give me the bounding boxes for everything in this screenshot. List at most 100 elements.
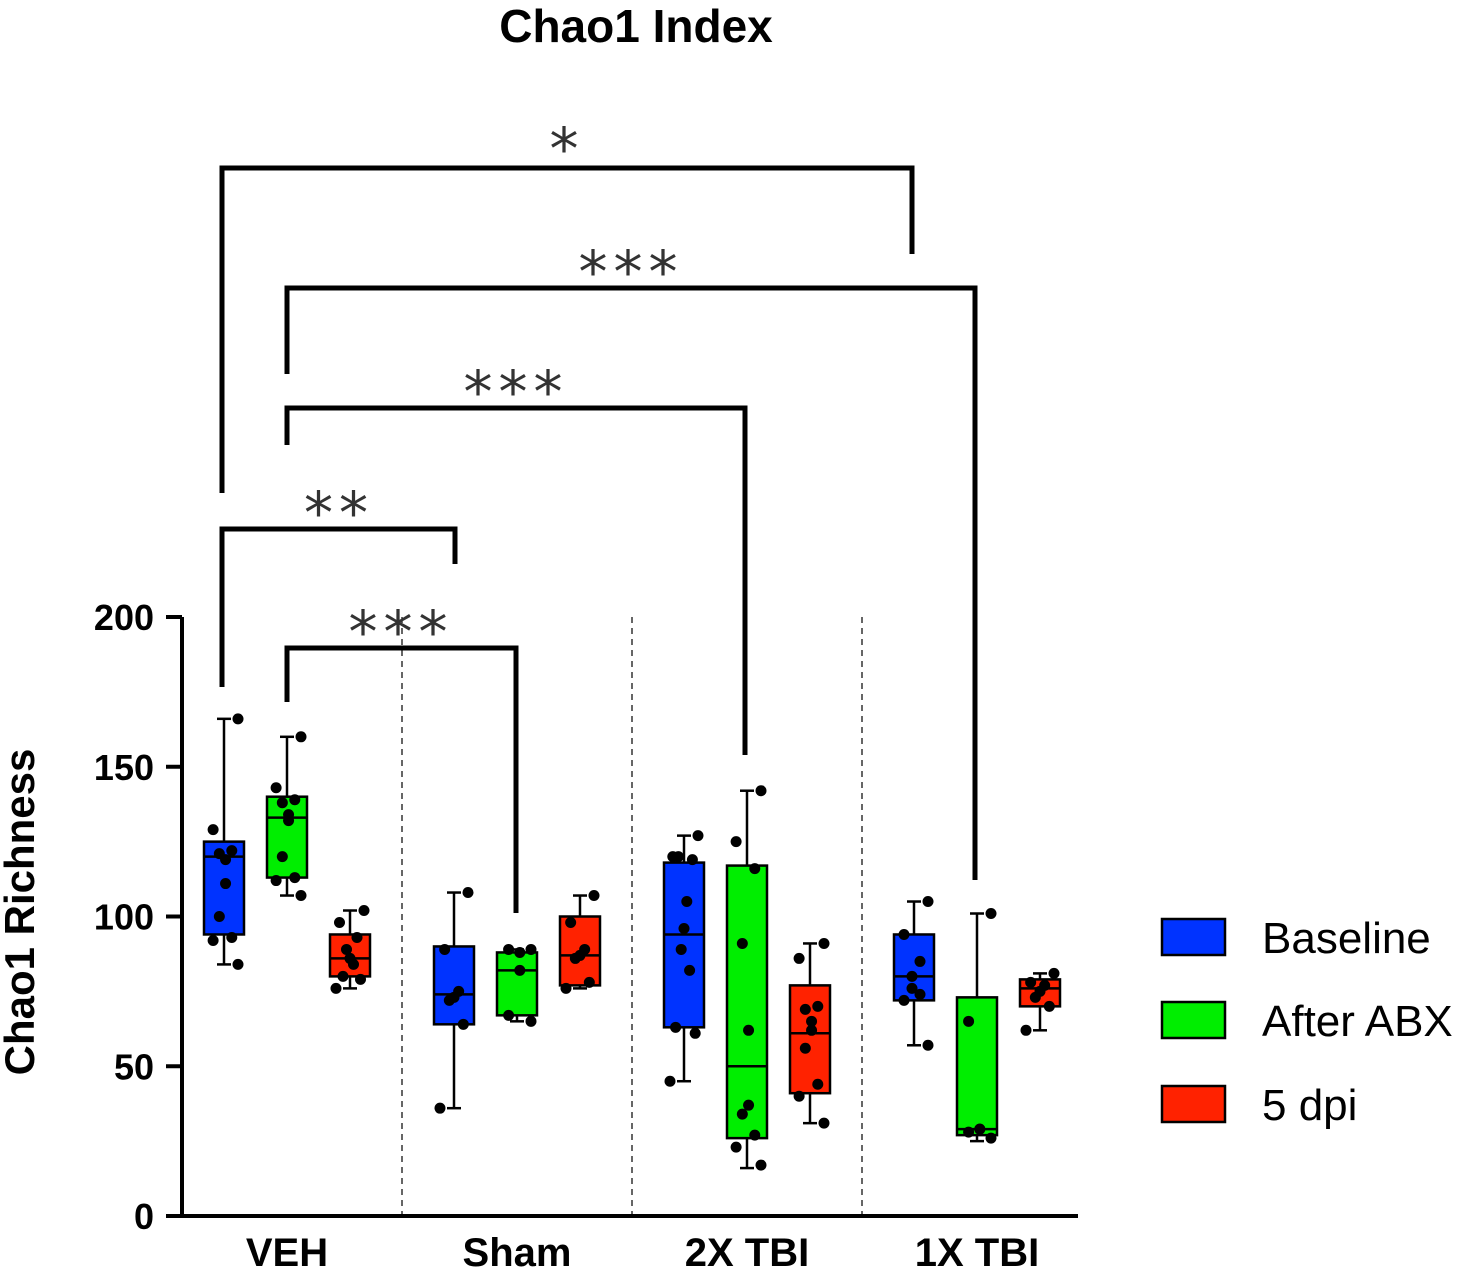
x-category-label-2x-tbi: 2X TBI bbox=[685, 1231, 809, 1269]
data-point-1x-tbi-5-dpi-4 bbox=[1029, 991, 1041, 1003]
data-point-1x-tbi-baseline-5 bbox=[914, 988, 926, 1000]
data-point-veh-after-abx-6 bbox=[276, 851, 288, 863]
data-point-1x-tbi-baseline-1 bbox=[898, 928, 910, 940]
box-group-sham-5-dpi bbox=[558, 890, 602, 994]
y-tick-label-200: 200 bbox=[94, 597, 154, 638]
sig-bracket-2-label: *** bbox=[579, 238, 684, 306]
box-group-1x-tbi-5-dpi bbox=[1018, 967, 1062, 1036]
data-point-veh-5-dpi-5 bbox=[348, 958, 359, 970]
data-point-veh-baseline-1 bbox=[207, 824, 219, 836]
data-point-sham-5-dpi-1 bbox=[565, 916, 577, 928]
data-point-2x-tbi-baseline-2 bbox=[686, 854, 698, 866]
data-point-veh-baseline-5 bbox=[220, 878, 232, 890]
data-point-2x-tbi-baseline-7 bbox=[684, 964, 696, 976]
data-point-veh-baseline-2 bbox=[226, 845, 238, 857]
data-point-1x-tbi-baseline-2 bbox=[914, 955, 926, 967]
data-point-1x-tbi-5-dpi-6 bbox=[1020, 1024, 1032, 1036]
data-point-veh-5-dpi-8 bbox=[330, 982, 342, 994]
data-point-2x-tbi-after-abx-4 bbox=[743, 1024, 755, 1036]
x-category-labels: VEH Sham 2X TBI 1X TBI bbox=[246, 1231, 1039, 1269]
data-point-2x-tbi-baseline-0 bbox=[692, 830, 704, 842]
data-point-sham-baseline-6 bbox=[434, 1102, 446, 1114]
data-point-2x-tbi-5-dpi-4 bbox=[806, 1015, 818, 1027]
data-point-sham-5-dpi-6 bbox=[560, 982, 572, 994]
data-point-1x-tbi-baseline-7 bbox=[922, 1039, 934, 1051]
data-point-veh-baseline-0 bbox=[232, 713, 244, 725]
data-point-2x-tbi-baseline-10 bbox=[664, 1075, 676, 1087]
data-point-sham-after-abx-4 bbox=[503, 1009, 515, 1021]
data-point-2x-tbi-after-abx-7 bbox=[749, 1129, 761, 1141]
x-category-label-sham: Sham bbox=[463, 1231, 572, 1269]
box-sham-baseline bbox=[432, 945, 476, 1026]
legend-label-baseline: Baseline bbox=[1262, 914, 1431, 963]
box-1x-tbi-after-abx bbox=[955, 996, 999, 1137]
data-point-1x-tbi-after-abx-0 bbox=[985, 908, 997, 920]
y-axis-label: Chao1 Richness bbox=[0, 749, 43, 1076]
data-point-2x-tbi-5-dpi-1 bbox=[793, 952, 805, 964]
box-group-veh-baseline bbox=[202, 713, 246, 970]
data-point-veh-after-abx-3 bbox=[276, 797, 288, 809]
data-point-2x-tbi-5-dpi-9 bbox=[818, 1117, 830, 1129]
data-point-veh-after-abx-2 bbox=[289, 794, 301, 806]
box-series bbox=[202, 713, 1062, 1171]
data-point-veh-5-dpi-1 bbox=[334, 916, 345, 928]
data-point-1x-tbi-after-abx-4 bbox=[963, 1126, 975, 1138]
significance-brackets: ************ bbox=[219, 115, 978, 913]
legend-label-after-abx: After ABX bbox=[1262, 997, 1453, 1046]
sig-bracket-4-label: ** bbox=[304, 479, 374, 547]
data-point-1x-tbi-after-abx-3 bbox=[974, 1123, 986, 1135]
sig-bracket-3 bbox=[284, 405, 748, 755]
data-point-2x-tbi-5-dpi-7 bbox=[812, 1078, 824, 1090]
data-point-1x-tbi-after-abx-5 bbox=[985, 1132, 997, 1144]
data-point-veh-after-abx-1 bbox=[270, 782, 282, 794]
data-point-sham-after-abx-5 bbox=[525, 1015, 537, 1027]
box-2x-tbi-after-abx bbox=[725, 864, 769, 1140]
legend-label-5-dpi: 5 dpi bbox=[1262, 1081, 1357, 1130]
data-point-sham-after-abx-1 bbox=[503, 943, 515, 955]
data-point-veh-5-dpi-0 bbox=[358, 905, 370, 917]
data-point-2x-tbi-5-dpi-8 bbox=[793, 1090, 805, 1102]
sig-bracket-1-label: * bbox=[550, 115, 585, 183]
data-point-1x-tbi-5-dpi-0 bbox=[1048, 967, 1060, 979]
box-group-veh-5-dpi bbox=[328, 905, 372, 994]
y-tick-label-150: 150 bbox=[94, 747, 154, 788]
data-point-veh-baseline-4 bbox=[220, 854, 232, 866]
data-point-sham-5-dpi-5 bbox=[583, 976, 595, 988]
data-point-2x-tbi-after-abx-0 bbox=[755, 785, 767, 797]
data-point-2x-tbi-baseline-3 bbox=[672, 851, 684, 863]
data-point-2x-tbi-5-dpi-2 bbox=[812, 1000, 824, 1012]
data-point-1x-tbi-baseline-6 bbox=[898, 994, 910, 1006]
data-point-2x-tbi-after-abx-1 bbox=[730, 836, 742, 848]
data-point-1x-tbi-5-dpi-1 bbox=[1025, 976, 1037, 988]
sig-bracket-5-label: *** bbox=[349, 598, 454, 666]
box-2x-tbi-5-dpi bbox=[788, 984, 832, 1095]
data-point-2x-tbi-5-dpi-3 bbox=[799, 1003, 811, 1015]
legend-swatch-5-dpi bbox=[1160, 1084, 1227, 1124]
box-group-1x-tbi-after-abx bbox=[955, 908, 999, 1144]
box-2x-tbi-baseline bbox=[662, 861, 706, 1029]
data-point-veh-after-abx-8 bbox=[270, 875, 282, 887]
data-point-2x-tbi-baseline-8 bbox=[670, 1021, 682, 1033]
data-point-sham-5-dpi-0 bbox=[588, 890, 600, 902]
data-point-2x-tbi-after-abx-6 bbox=[736, 1108, 748, 1120]
sig-bracket-3-label: *** bbox=[464, 358, 569, 426]
axes bbox=[180, 617, 1078, 1218]
box-group-1x-tbi-baseline bbox=[892, 896, 936, 1051]
data-point-2x-tbi-baseline-6 bbox=[675, 943, 687, 955]
box-group-2x-tbi-5-dpi bbox=[788, 937, 832, 1129]
data-point-veh-after-abx-0 bbox=[295, 731, 307, 743]
data-point-veh-baseline-7 bbox=[226, 931, 238, 943]
y-tick-label-100: 100 bbox=[94, 897, 154, 938]
data-point-veh-baseline-9 bbox=[232, 958, 244, 970]
box-group-2x-tbi-after-abx bbox=[725, 785, 769, 1171]
data-point-2x-tbi-after-abx-5 bbox=[743, 1099, 755, 1111]
data-point-2x-tbi-baseline-9 bbox=[689, 1027, 701, 1039]
data-point-sham-baseline-5 bbox=[457, 1018, 469, 1030]
data-point-veh-5-dpi-2 bbox=[351, 931, 363, 943]
data-point-2x-tbi-after-abx-8 bbox=[730, 1141, 742, 1153]
data-point-2x-tbi-after-abx-9 bbox=[755, 1159, 767, 1171]
y-tick-label-0: 0 bbox=[134, 1196, 154, 1237]
box-group-veh-after-abx bbox=[265, 731, 309, 902]
data-point-2x-tbi-after-abx-3 bbox=[736, 937, 748, 949]
y-tick-label-50: 50 bbox=[114, 1046, 154, 1087]
